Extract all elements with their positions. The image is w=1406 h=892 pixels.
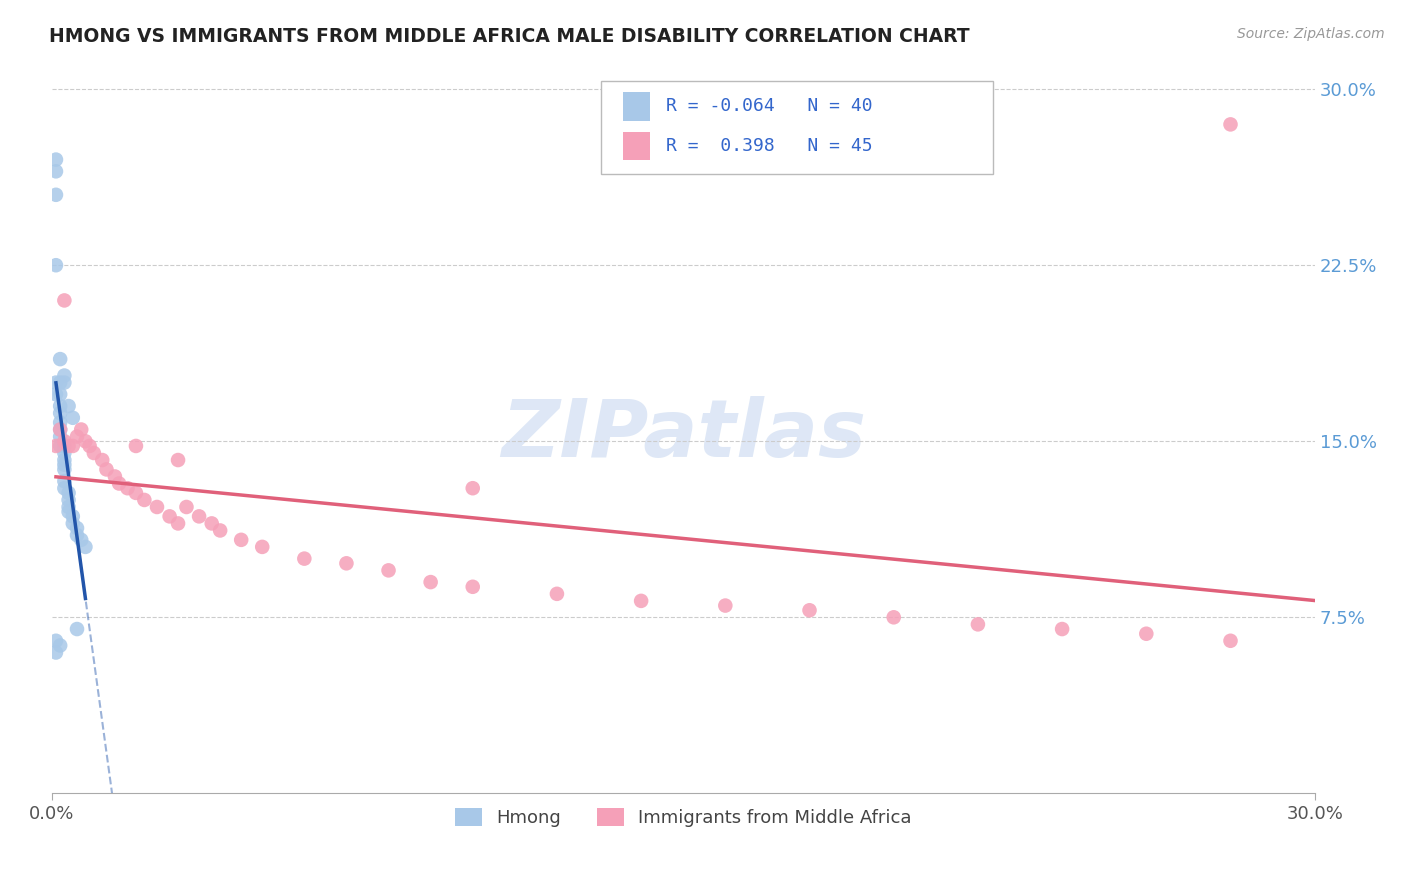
Point: [104, 469, 127, 483]
Point: [967, 617, 990, 632]
Point: [70, 533, 93, 547]
Point: [58, 492, 80, 507]
Point: [167, 453, 190, 467]
Text: R = -0.064   N = 40: R = -0.064 N = 40: [665, 97, 872, 115]
Point: [83, 446, 105, 460]
Point: [159, 509, 181, 524]
Point: [79, 439, 101, 453]
Point: [49, 439, 72, 453]
Point: [292, 551, 315, 566]
Point: [66, 521, 89, 535]
Text: R =  0.398   N = 45: R = 0.398 N = 45: [665, 136, 872, 155]
Point: [546, 587, 568, 601]
Point: [58, 439, 80, 453]
Point: [53, 376, 76, 390]
Point: [66, 622, 89, 636]
Text: Source: ZipAtlas.com: Source: ZipAtlas.com: [1237, 27, 1385, 41]
Point: [209, 524, 232, 538]
Point: [45, 187, 67, 202]
Point: [1050, 622, 1073, 636]
Point: [461, 580, 484, 594]
Point: [66, 429, 89, 443]
Point: [335, 557, 357, 571]
Point: [49, 352, 72, 367]
Point: [45, 153, 67, 167]
Point: [714, 599, 737, 613]
Point: [53, 474, 76, 488]
Point: [49, 406, 72, 420]
Point: [62, 410, 84, 425]
Point: [49, 376, 72, 390]
Point: [167, 516, 190, 531]
Text: HMONG VS IMMIGRANTS FROM MIDDLE AFRICA MALE DISABILITY CORRELATION CHART: HMONG VS IMMIGRANTS FROM MIDDLE AFRICA M…: [49, 27, 970, 45]
Point: [461, 481, 484, 495]
Point: [125, 486, 148, 500]
Point: [45, 646, 67, 660]
Point: [96, 462, 118, 476]
Point: [45, 633, 67, 648]
Point: [134, 492, 156, 507]
Point: [53, 368, 76, 383]
Point: [630, 594, 652, 608]
Point: [53, 434, 76, 449]
Point: [53, 293, 76, 308]
Point: [66, 528, 89, 542]
Point: [125, 439, 148, 453]
Point: [62, 509, 84, 524]
Point: [45, 376, 67, 390]
Point: [117, 481, 139, 495]
Point: [58, 399, 80, 413]
Point: [49, 423, 72, 437]
Point: [377, 563, 399, 577]
Point: [799, 603, 821, 617]
Point: [62, 439, 84, 453]
Point: [108, 476, 131, 491]
Point: [176, 500, 198, 514]
Point: [91, 453, 114, 467]
Point: [201, 516, 224, 531]
Point: [70, 423, 93, 437]
Point: [58, 500, 80, 514]
Point: [49, 423, 72, 437]
Point: [1135, 626, 1157, 640]
Point: [49, 399, 72, 413]
Point: [49, 387, 72, 401]
Point: [53, 462, 76, 476]
Point: [49, 639, 72, 653]
Point: [883, 610, 905, 624]
Point: [53, 439, 76, 453]
Point: [53, 458, 76, 472]
FancyBboxPatch shape: [623, 92, 651, 120]
Point: [58, 486, 80, 500]
Point: [45, 387, 67, 401]
Point: [58, 505, 80, 519]
Point: [75, 540, 97, 554]
Point: [49, 429, 72, 443]
Point: [45, 439, 67, 453]
Point: [188, 509, 211, 524]
Point: [62, 516, 84, 531]
FancyBboxPatch shape: [623, 131, 651, 161]
Point: [53, 481, 76, 495]
Point: [1219, 633, 1241, 648]
Point: [53, 453, 76, 467]
Point: [146, 500, 169, 514]
Point: [231, 533, 253, 547]
Point: [419, 575, 441, 590]
FancyBboxPatch shape: [602, 81, 993, 174]
Point: [53, 446, 76, 460]
Legend: Hmong, Immigrants from Middle Africa: Hmong, Immigrants from Middle Africa: [447, 801, 920, 834]
Text: ZIPatlas: ZIPatlas: [501, 396, 866, 475]
Point: [45, 164, 67, 178]
Point: [49, 416, 72, 430]
Point: [45, 258, 67, 272]
Point: [252, 540, 274, 554]
Point: [1219, 117, 1241, 131]
Point: [75, 434, 97, 449]
